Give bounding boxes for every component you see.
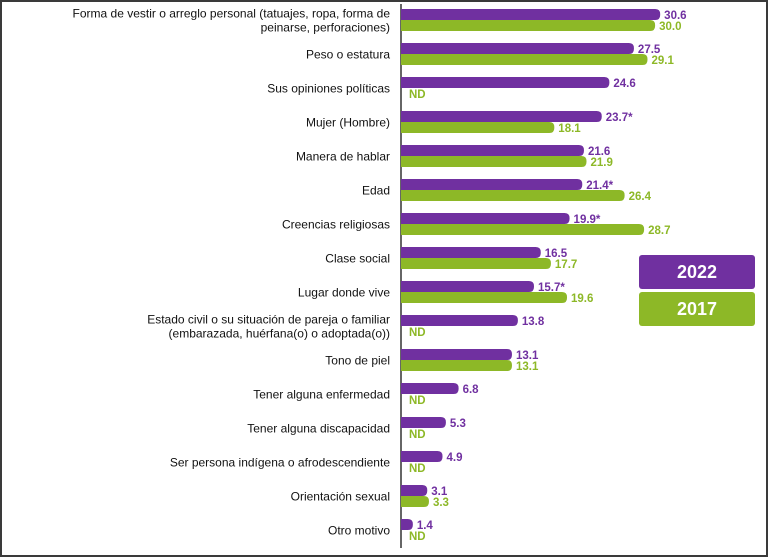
data-label-2022: 4.9 — [447, 452, 463, 464]
bar-2022 — [401, 281, 534, 292]
data-label-2022: 5.3 — [450, 418, 466, 430]
data-label-2022: 19.9* — [574, 214, 601, 226]
category-label: Tono de piel — [325, 354, 390, 368]
data-label-2017: ND — [409, 395, 426, 407]
data-label-2022: 23.7* — [606, 112, 633, 124]
category-label: Ser persona indígena o afrodescendiente — [170, 456, 390, 470]
bar-2022 — [401, 111, 602, 122]
bar-2017 — [401, 54, 648, 65]
data-label-2017: ND — [409, 463, 426, 475]
bar-2022 — [401, 145, 584, 156]
category-label: Sus opiniones políticas — [267, 82, 390, 96]
data-label-2017: ND — [409, 327, 426, 339]
category-label: Manera de hablar — [296, 150, 390, 164]
data-label-2022: 21.4* — [586, 180, 613, 192]
data-label-2017: 13.1 — [516, 361, 539, 373]
bar-2022 — [401, 179, 583, 190]
bar-2022 — [401, 9, 661, 20]
bar-2017 — [401, 224, 645, 235]
data-label-2022: 24.6 — [613, 78, 635, 90]
bar-2022 — [401, 451, 443, 462]
data-label-2017: ND — [409, 429, 426, 441]
bar-2022 — [401, 43, 634, 54]
data-label-2017: 21.9 — [590, 157, 612, 169]
category-label: Peso o estatura — [306, 48, 390, 62]
bar-2022 — [401, 315, 518, 326]
bar-2022 — [401, 485, 428, 496]
category-label: Tener alguna discapacidad — [247, 422, 390, 436]
data-label-2022: 3.1 — [431, 486, 448, 498]
data-label-2022: 16.5 — [545, 248, 568, 260]
data-label-2017: 30.0 — [659, 21, 681, 33]
category-label: Lugar donde vive — [298, 286, 390, 300]
bar-2017 — [401, 156, 587, 167]
bar-2022 — [401, 417, 446, 428]
category-label: Otro motivo — [328, 524, 390, 538]
data-label-2017: 3.3 — [433, 497, 449, 509]
bar-2017 — [401, 496, 429, 507]
data-label-2022: 27.5 — [638, 44, 661, 56]
data-label-2017: ND — [409, 531, 426, 543]
category-label: Clase social — [325, 252, 390, 266]
bar-2022 — [401, 247, 541, 258]
data-label-2017: 19.6 — [571, 293, 593, 305]
category-label: Estado civil o su situación de pareja o … — [147, 313, 390, 341]
data-label-2017: 26.4 — [629, 191, 652, 203]
bar-2022 — [401, 77, 610, 88]
category-label: Orientación sexual — [291, 490, 390, 504]
bar-2017 — [401, 292, 568, 303]
bar-2017 — [401, 20, 656, 31]
category-label: Forma de vestir o arreglo personal (tatu… — [73, 7, 391, 35]
legend-item-2022: 2022 — [639, 255, 755, 289]
data-label-2017: 29.1 — [651, 55, 674, 67]
bar-2022 — [401, 349, 512, 360]
bar-2022 — [401, 519, 413, 530]
data-label-2017: 17.7 — [555, 259, 577, 271]
bar-2022 — [401, 213, 570, 224]
bar-2017 — [401, 122, 555, 133]
category-label: Edad — [362, 184, 390, 198]
data-label-2022: 13.1 — [516, 350, 539, 362]
data-label-2022: 30.6 — [664, 10, 686, 22]
bar-2017 — [401, 258, 551, 269]
data-label-2022: 13.8 — [522, 316, 545, 328]
category-label: Mujer (Hombre) — [306, 116, 390, 130]
bar-2022 — [401, 383, 459, 394]
category-label: Creencias religiosas — [282, 218, 390, 232]
data-label-2022: 21.6 — [588, 146, 610, 158]
legend-item-2017: 2017 — [639, 292, 755, 326]
data-label-2022: 6.8 — [463, 384, 480, 396]
data-label-2022: 15.7* — [538, 282, 565, 294]
data-label-2017: ND — [409, 89, 426, 101]
data-label-2017: 28.7 — [648, 225, 670, 237]
bar-2017 — [401, 360, 512, 371]
data-label-2022: 1.4 — [417, 520, 434, 532]
bar-2017 — [401, 190, 625, 201]
category-label: Tener alguna enfermedad — [253, 388, 390, 402]
data-label-2017: 18.1 — [558, 123, 581, 135]
